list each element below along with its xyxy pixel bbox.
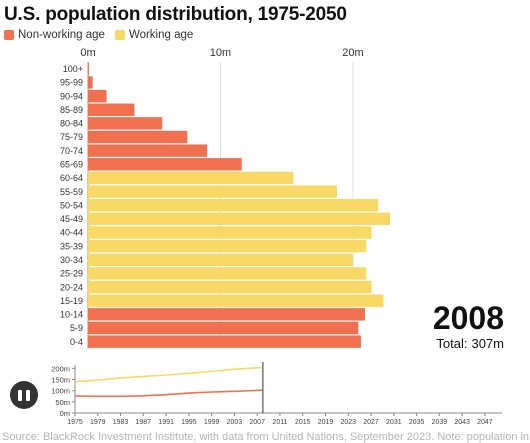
bar-20-24 [88,280,372,294]
total-population: Total: 307m [436,336,504,351]
legend-swatch-working [114,30,125,40]
bar-55-59 [88,185,338,198]
x-tick-label: 2019 [318,419,334,426]
y-tick-label: 150m [51,376,70,385]
x-tick-label: 1999 [204,419,220,426]
age-group-label: 75-79 [60,132,83,142]
total-value: 307m [471,336,504,351]
timeline-chart[interactable]: 0m 50m 100m 150m 200m 1975 1979 1983 1987 1991 199… [0,358,530,430]
legend-item-non-working: Non-working age [4,29,105,41]
legend-label-working: Working age [128,29,194,41]
current-year-label: 2008 [432,300,504,336]
x-tick-label: 2007 [249,419,265,426]
age-group-label: 20-24 [60,282,83,292]
legend-item-working: Working age [114,29,194,41]
x-tick-label: 2047 [477,419,493,426]
x-tick-label: 20m [342,47,363,59]
age-group-label: 0-4 [70,337,83,347]
x-tick-label: 2023 [340,419,356,426]
bar-30-34 [88,253,353,266]
bar-95-99 [88,76,93,89]
bar-5-9 [88,321,359,335]
age-group-label: 10-14 [60,310,83,320]
total-prefix: Total: [436,336,468,351]
bar-85-89 [88,103,135,116]
bar-65-69 [88,158,242,171]
bar-15-19 [88,294,384,307]
source-note: Source: BlackRock Investment Institute, … [2,431,530,443]
age-group-label: 55-59 [60,187,83,197]
bar-70-74 [88,144,208,157]
x-tick-label: 2043 [454,419,470,426]
series-line-working [74,366,263,383]
y-tick-label: 50m [55,398,70,407]
age-group-label: 85-89 [60,105,83,115]
pause-icon-bar [26,389,30,401]
bar-45-49 [88,212,391,226]
age-group-label: 5-9 [70,323,83,333]
bar-0-4 [88,335,361,348]
age-group-label: 30-34 [60,255,83,265]
bar-40-44 [88,226,372,239]
age-group-label: 50-54 [60,200,83,210]
age-group-label: 60-64 [60,173,83,183]
x-tick-label: 0m [80,47,95,59]
age-group-label: 25-29 [60,269,83,279]
x-tick-label: 2003 [227,419,243,426]
y-tick-label: 200m [51,364,70,373]
x-tick-label: 1987 [136,419,152,426]
bar-100+ [88,62,89,76]
pause-icon [18,389,22,401]
bar-75-79 [88,130,188,144]
bar-90-94 [88,89,107,103]
age-group-label: 70-74 [60,146,83,156]
legend-swatch-non-working [4,30,14,40]
age-group-label: 80-84 [60,119,83,129]
bar-80-84 [88,117,163,130]
y-tick-label: 0m [60,409,70,418]
population-pyramid-chart: 0m 10m 20m 100+ 95-99 90-94 85-89 80-84 75-79 70-… [60,47,391,349]
age-group-label: 35-39 [60,241,83,251]
legend-label-non-working: Non-working age [18,29,105,41]
series-line-non_working [74,389,263,398]
bar-50-54 [88,199,379,212]
x-tick-label: 1975 [67,419,83,426]
age-group-label: 90-94 [60,91,83,101]
x-tick-label: 10m [210,47,231,59]
age-group-label: 45-49 [60,214,83,224]
legend: Non-working age Working age [4,29,193,41]
x-tick-label: 2011 [272,419,287,426]
x-tick-label: 2031 [386,419,402,426]
bar-60-64 [88,171,294,185]
age-group-label: 100+ [63,64,83,74]
bar-10-14 [88,308,365,321]
x-tick-label: 1979 [90,419,106,426]
bar-25-29 [88,267,367,280]
age-group-label: 95-99 [60,78,83,88]
age-group-label: 40-44 [60,228,83,238]
x-tick-label: 2015 [295,419,311,426]
age-group-label: 15-19 [60,296,83,306]
chart-title: U.S. population distribution, 1975-2050 [4,4,347,25]
x-tick-label: 2027 [363,419,379,426]
pause-button[interactable] [10,381,38,409]
y-tick-label: 100m [51,387,70,396]
x-tick-label: 1995 [181,419,197,426]
x-tick-label: 1991 [158,419,174,426]
bar-35-39 [88,239,367,253]
x-tick-label: 1983 [113,419,129,426]
age-group-label: 65-69 [60,160,83,170]
x-tick-label: 2039 [432,419,448,426]
x-tick-label: 2035 [409,419,425,426]
